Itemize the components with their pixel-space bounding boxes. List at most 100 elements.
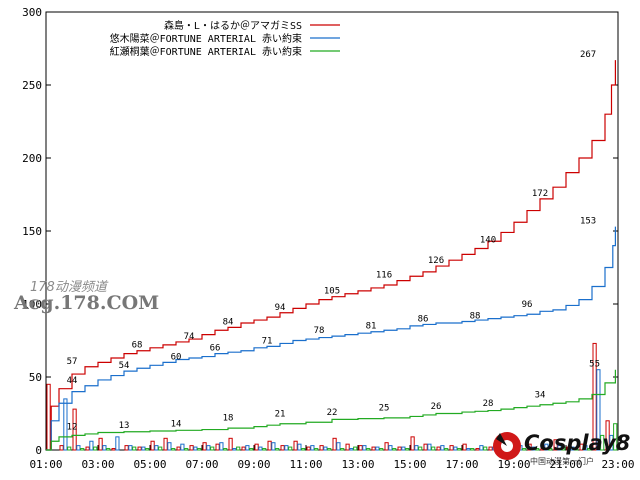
- hourly-bar-green: [301, 448, 306, 451]
- series-line-2: [46, 369, 616, 451]
- y-tick-label: 100: [22, 298, 42, 311]
- hourly-bar-blue: [362, 445, 367, 451]
- hourly-bar-green: [236, 446, 241, 451]
- hourly-bar-blue: [427, 443, 432, 451]
- data-label: 34: [535, 390, 546, 400]
- legend-label: 悠木陽菜＠FORTUNE ARTERIAL 赤い約束: [110, 32, 302, 45]
- data-label: 74: [184, 332, 195, 342]
- hourly-bar-red: [423, 443, 428, 451]
- hourly-bar-blue: [167, 442, 172, 451]
- x-tick-label: 01:00: [29, 458, 62, 471]
- hourly-bar-red: [306, 446, 311, 451]
- hourly-bar-blue: [284, 445, 289, 451]
- hourly-bar-red: [384, 442, 389, 451]
- hourly-bar-blue: [258, 446, 263, 451]
- data-label: 22: [327, 408, 338, 418]
- hourly-bar-blue: [557, 445, 562, 451]
- hourly-bar-red: [293, 440, 298, 451]
- hourly-bar-blue: [141, 446, 146, 451]
- watermark-178-channel: 178动漫频道: [30, 280, 107, 295]
- y-tick-label: 150: [22, 225, 42, 238]
- hourly-bar-red: [111, 448, 116, 451]
- hourly-bar-green: [106, 448, 111, 451]
- hourly-bar-red: [189, 445, 194, 451]
- hourly-bar-green: [93, 446, 98, 451]
- hourly-bar-green: [210, 446, 215, 451]
- hourly-bar-blue: [596, 369, 601, 451]
- data-label: 25: [379, 404, 390, 414]
- data-label: 267: [580, 50, 596, 60]
- data-label: 14: [171, 420, 182, 430]
- hourly-bar-red: [488, 446, 493, 451]
- data-label: 94: [275, 303, 286, 313]
- cosplay8-logo: Cosplay8 中国动漫第一门户: [490, 425, 635, 469]
- watermark-acg-url: Acg.178.COM: [14, 292, 160, 314]
- hourly-bar-blue: [115, 436, 120, 451]
- hourly-bar-red: [319, 445, 324, 451]
- hourly-bar-green: [223, 448, 228, 451]
- hourly-bar-blue: [89, 440, 94, 451]
- hourly-bar-green: [249, 448, 254, 451]
- data-label: 71: [262, 336, 273, 346]
- hourly-bar-blue: [76, 445, 81, 451]
- data-label: 12: [67, 422, 78, 432]
- hourly-bar-green: [470, 448, 475, 451]
- y-tick-label: 0: [35, 444, 42, 457]
- hourly-bar-blue: [297, 443, 302, 451]
- hourly-bar-green: [327, 448, 332, 451]
- series-line-0: [46, 60, 616, 451]
- hourly-bar-red: [176, 446, 181, 451]
- hourly-bar-red: [410, 436, 415, 451]
- hourly-bar-blue: [232, 448, 237, 451]
- data-label: 68: [132, 341, 143, 351]
- data-label: 88: [470, 312, 481, 322]
- cosplay8-title: Cosplay8: [524, 431, 631, 455]
- hourly-bar-green: [80, 448, 85, 451]
- x-tick-label: 09:00: [237, 458, 270, 471]
- y-tick-label: 200: [22, 152, 42, 165]
- hourly-bar-blue: [466, 448, 471, 451]
- data-label: 60: [171, 352, 182, 362]
- x-tick-label: 07:00: [185, 458, 218, 471]
- hourly-bar-red: [566, 446, 571, 451]
- legend-label: 森島・L・はるか＠アマガミSS: [164, 19, 302, 32]
- hourly-bar-red: [449, 445, 454, 451]
- x-tick-label: 23:00: [601, 458, 634, 471]
- hourly-bar-green: [340, 448, 345, 451]
- hourly-bar-red: [202, 442, 207, 451]
- legend-label: 紅瀬桐葉＠FORTUNE ARTERIAL 赤い約束: [110, 45, 302, 58]
- data-label: 66: [210, 344, 221, 354]
- y-tick-label: 250: [22, 79, 42, 92]
- hourly-bar-red: [254, 443, 259, 451]
- data-label: 126: [428, 256, 444, 266]
- data-label: 172: [532, 189, 548, 199]
- hourly-bar-blue: [323, 446, 328, 451]
- hourly-bar-red: [553, 439, 558, 451]
- hourly-bar-green: [587, 448, 592, 451]
- hourly-bar-red: [280, 445, 285, 451]
- hourly-bar-green: [574, 448, 579, 451]
- hourly-bar-green: [366, 448, 371, 451]
- plot-frame: [45, 11, 619, 451]
- hourly-bar-green: [145, 448, 150, 451]
- hourly-bar-green: [457, 448, 462, 451]
- hourly-bar-green: [613, 423, 618, 451]
- hourly-bar-red: [72, 408, 77, 451]
- data-label: 81: [366, 322, 377, 332]
- hourly-bar-green: [379, 448, 384, 451]
- data-label: 57: [67, 357, 78, 367]
- hourly-bar-red: [540, 445, 545, 451]
- hourly-bar-red: [605, 420, 610, 451]
- data-label: 84: [223, 317, 234, 327]
- hourly-bar-blue: [349, 448, 354, 451]
- hourly-bar-red: [163, 437, 168, 451]
- hourly-bar-blue: [193, 446, 198, 451]
- data-label: 26: [431, 402, 442, 412]
- hourly-bar-blue: [310, 445, 315, 451]
- hourly-bar-red: [59, 445, 64, 451]
- data-label: 153: [580, 217, 596, 227]
- data-label: 54: [119, 361, 130, 371]
- data-label: 140: [480, 236, 496, 246]
- hourly-bar-blue: [375, 446, 380, 451]
